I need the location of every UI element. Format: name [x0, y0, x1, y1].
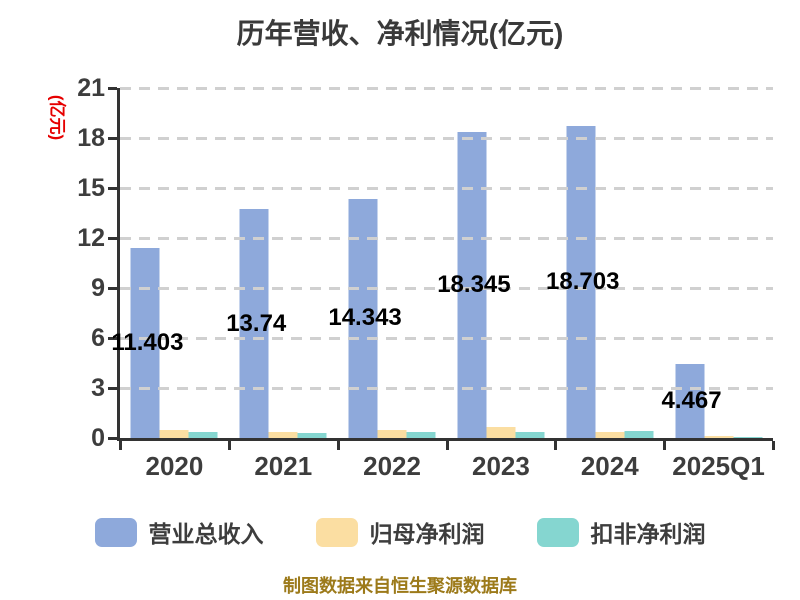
- bar-归母净利润: [377, 429, 407, 438]
- bar-扣非净利润: [188, 432, 218, 438]
- bar-归母净利润: [486, 427, 516, 438]
- bar-营业总收入: [566, 126, 596, 438]
- x-tick-mark: [445, 441, 449, 450]
- y-tick-mark: [108, 237, 117, 240]
- bar-cluster: [239, 209, 327, 438]
- legend-label: 营业总收入: [148, 521, 264, 547]
- bar-营业总收入: [239, 209, 269, 438]
- bar-归母净利润: [595, 432, 625, 438]
- x-tick-mark: [119, 441, 122, 450]
- bar-扣非净利润: [406, 432, 436, 438]
- y-tick-mark: [108, 337, 117, 340]
- gridline-6: [120, 337, 773, 340]
- x-tick-mark: [227, 441, 231, 450]
- gridline-18: [120, 137, 773, 140]
- bar-扣非净利润: [624, 431, 654, 438]
- bar-value-label: 11.403: [111, 328, 184, 356]
- y-axis-tick-label: 3: [91, 374, 105, 402]
- bar-cluster: [130, 247, 218, 438]
- y-tick-mark: [108, 437, 117, 440]
- y-axis-tick-label: 9: [91, 274, 105, 302]
- plot-area: 0 3 6 9 12 15 18 21 11.403 2020 13.74 2021 14.343 202…: [77, 74, 775, 481]
- legend-item-扣非净利润: 扣非净利润: [536, 515, 706, 549]
- x-tick-mark: [336, 441, 340, 450]
- bar-归母净利润: [704, 435, 734, 438]
- y-axis-tick-label: 6: [91, 324, 105, 352]
- legend-item-归母净利润: 归母净利润: [315, 515, 485, 549]
- bar-cluster: [675, 363, 763, 438]
- y-axis-tick-label: 0: [91, 424, 105, 452]
- bar-value-label: 18.703: [546, 268, 620, 296]
- bar-归母净利润: [268, 432, 298, 438]
- x-tick-mark: [554, 441, 558, 450]
- gridline-15: [120, 187, 773, 190]
- bar-value-label: 13.74: [226, 309, 287, 337]
- gridline-21: [120, 87, 773, 90]
- bar-value-label: 18.345: [437, 271, 511, 299]
- bar-group-2025Q1: 4.467 2025Q1: [661, 88, 773, 481]
- y-axis-unit-label: (亿元): [47, 94, 67, 141]
- legend-swatch: [94, 517, 137, 547]
- legend-label: 扣非净利润: [590, 521, 706, 547]
- bar-归母净利润: [159, 429, 189, 438]
- y-tick-mark: [108, 287, 117, 290]
- gridline-9: [120, 287, 773, 290]
- x-axis-label-2021: 2021: [254, 451, 313, 481]
- bar-group-2024: 18.703 2024: [546, 88, 664, 481]
- x-tick-mark: [663, 441, 667, 450]
- y-axis-tick-label: 12: [77, 224, 105, 252]
- legend-item-营业总收入: 营业总收入: [94, 515, 264, 549]
- legend: 营业总收入 归母净利润 扣非净利润: [0, 515, 800, 549]
- y-axis-tick-label: 21: [77, 74, 105, 102]
- y-tick-mark: [108, 87, 117, 90]
- bar-value-label: 4.467: [661, 386, 722, 414]
- legend-swatch: [536, 517, 579, 547]
- bar-group-2022: 14.343 2022: [328, 88, 447, 481]
- x-axis-label-2023: 2023: [471, 451, 530, 481]
- bar-扣非净利润: [515, 432, 545, 438]
- bar-cluster: [566, 126, 654, 438]
- y-axis-tick-label: 18: [77, 124, 105, 152]
- bar-value-label: 14.343: [328, 304, 402, 332]
- bar-扣非净利润: [297, 433, 327, 438]
- x-axis-label-2025Q1: 2025Q1: [672, 451, 765, 481]
- x-tick-mark: [772, 441, 775, 450]
- bar-营业总收入: [675, 363, 705, 438]
- x-axis-label-2020: 2020: [145, 451, 204, 481]
- gridline-3: [120, 387, 773, 390]
- bar-扣非净利润: [733, 436, 763, 438]
- y-tick-mark: [108, 137, 117, 140]
- chart-title: 历年营收、净利情况(亿元): [236, 18, 564, 49]
- legend-label: 归母净利润: [369, 521, 485, 547]
- bar-group-2021: 13.74 2021: [226, 88, 338, 481]
- bar-group-2020: 11.403 2020: [111, 88, 229, 481]
- x-axis-label-2024: 2024: [580, 451, 639, 481]
- data-source-note: 制图数据来自恒生聚源数据库: [283, 576, 517, 596]
- x-axis-label-2022: 2022: [363, 451, 421, 481]
- y-tick-mark: [108, 187, 117, 190]
- bar-group-2023: 18.345 2023: [437, 88, 556, 481]
- y-axis-tick-label: 15: [77, 174, 105, 202]
- gridline-12: [120, 237, 773, 240]
- y-tick-mark: [108, 387, 117, 390]
- bar-营业总收入: [130, 247, 160, 438]
- legend-swatch: [315, 517, 358, 547]
